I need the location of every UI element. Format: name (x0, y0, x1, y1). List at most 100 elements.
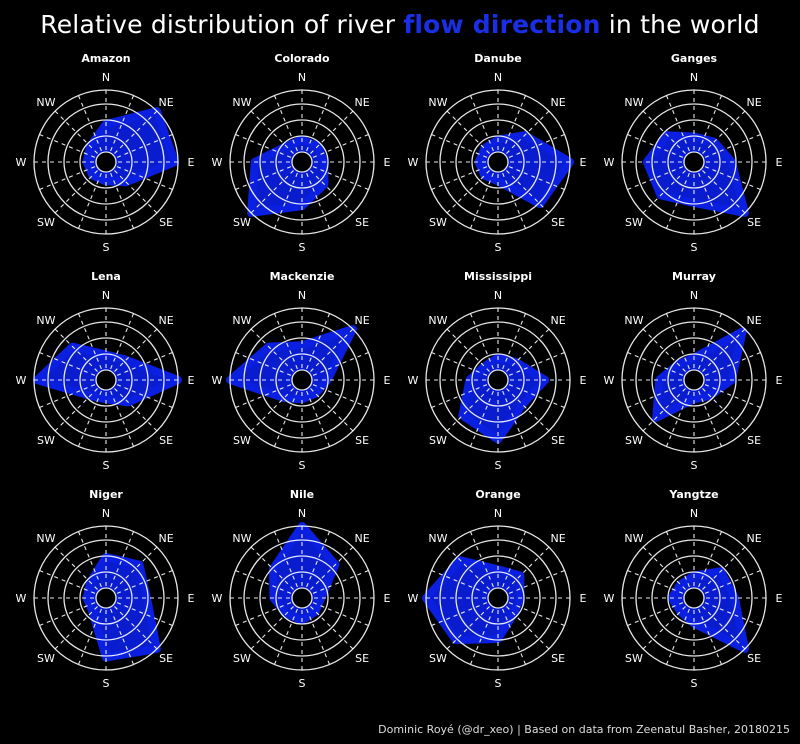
grid-ring (487, 587, 509, 609)
grid-spoke (642, 606, 686, 650)
grid-spoke (431, 166, 488, 191)
direction-label-nw: NW (428, 96, 447, 109)
direction-label-e: E (188, 592, 195, 605)
direction-label-w: W (408, 374, 419, 387)
grid-ring (651, 119, 737, 205)
grid-ring (291, 151, 313, 173)
grid-spoke (250, 170, 294, 214)
source-caption: Dominic Royé (@dr_xeo) | Based on data f… (378, 723, 790, 736)
grid-spoke (702, 546, 746, 590)
direction-label-e: E (580, 374, 587, 387)
direction-label-w: W (212, 592, 223, 605)
grid-spoke (704, 602, 761, 627)
direction-label-ne: NE (159, 532, 174, 545)
direction-label-w: W (16, 374, 27, 387)
grid-spoke (77, 531, 102, 588)
radar-panel-mississippi: Mississippi N NE E SE S SW W NW (408, 270, 587, 472)
grid-spoke (469, 390, 494, 447)
grid-ring (291, 587, 313, 609)
direction-label-sw: SW (429, 216, 447, 229)
grid-ring (439, 539, 557, 657)
direction-label-ne: NE (747, 314, 762, 327)
grid-spoke (698, 390, 723, 447)
direction-label-ne: NE (747, 532, 762, 545)
grid-spoke (312, 351, 369, 376)
direction-label-sw: SW (233, 216, 251, 229)
direction-label-n: N (690, 289, 698, 302)
grid-ring (291, 369, 313, 391)
direction-label-w: W (408, 156, 419, 169)
grid-spoke (310, 606, 354, 650)
series-area (422, 556, 525, 645)
grid-ring (455, 555, 541, 641)
grid-ring (63, 337, 149, 423)
radar-panel-danube: Danube N NE E SE S SW W NW (408, 52, 587, 254)
grid-spoke (702, 110, 746, 154)
direction-label-sw: SW (429, 434, 447, 447)
grid-spoke (502, 95, 527, 152)
direction-label-sw: SW (625, 434, 643, 447)
grid-spoke (310, 388, 354, 432)
grid-spoke (310, 328, 354, 372)
direction-label-s: S (299, 677, 306, 690)
grid-spoke (698, 531, 723, 588)
grid-spoke (502, 390, 527, 447)
grid-spoke (114, 110, 158, 154)
grid-spoke (502, 608, 527, 665)
direction-label-nw: NW (36, 532, 55, 545)
grid-ring (275, 571, 329, 625)
grid-spoke (431, 133, 488, 158)
direction-label-n: N (298, 71, 306, 84)
grid-ring (47, 539, 165, 657)
grid-spoke (306, 531, 331, 588)
grid-spoke (508, 384, 565, 409)
radar-panel-orange: Orange N NE E SE S SW W NW (408, 488, 587, 690)
grid-spoke (502, 531, 527, 588)
grid-spoke (702, 170, 746, 214)
grid-spoke (506, 110, 550, 154)
direction-label-ne: NE (355, 314, 370, 327)
title-prefix: Relative distribution of river (40, 10, 404, 39)
grid-spoke (235, 384, 292, 409)
grid-spoke (469, 172, 494, 229)
grid-ring (95, 369, 117, 391)
direction-label-w: W (212, 156, 223, 169)
grid-spoke (702, 328, 746, 372)
direction-label-sw: SW (233, 434, 251, 447)
direction-label-e: E (384, 592, 391, 605)
panel-title: Ganges (671, 52, 718, 65)
grid-ring (259, 337, 345, 423)
grid-ring (635, 321, 753, 439)
panel-title: Colorado (274, 52, 330, 65)
direction-label-e: E (188, 374, 195, 387)
grid-spoke (310, 110, 354, 154)
direction-label-nw: NW (624, 532, 643, 545)
grid-spoke (39, 351, 96, 376)
direction-label-se: SE (355, 434, 369, 447)
grid-spoke (235, 351, 292, 376)
grid-ring (243, 321, 361, 439)
direction-label-ne: NE (355, 532, 370, 545)
grid-spoke (54, 170, 98, 214)
grid-spoke (273, 608, 298, 665)
grid-spoke (116, 351, 173, 376)
radar-panel-colorado: Colorado N NE E SE S SW W NW (212, 52, 391, 254)
panel-title: Murray (672, 270, 716, 283)
grid-spoke (310, 170, 354, 214)
grid-spoke (642, 170, 686, 214)
grid-spoke (446, 170, 490, 214)
grid-spoke (77, 172, 102, 229)
direction-label-n: N (298, 507, 306, 520)
grid-ring (683, 151, 705, 173)
direction-label-sw: SW (233, 652, 251, 665)
grid-spoke (273, 531, 298, 588)
grid-spoke (39, 602, 96, 627)
grid-spoke (502, 172, 527, 229)
grid-ring (63, 119, 149, 205)
grid-spoke (306, 95, 331, 152)
grid-spoke (508, 602, 565, 627)
grid-spoke (704, 384, 761, 409)
grid-ring (275, 353, 329, 407)
grid-spoke (235, 602, 292, 627)
direction-label-nw: NW (232, 314, 251, 327)
